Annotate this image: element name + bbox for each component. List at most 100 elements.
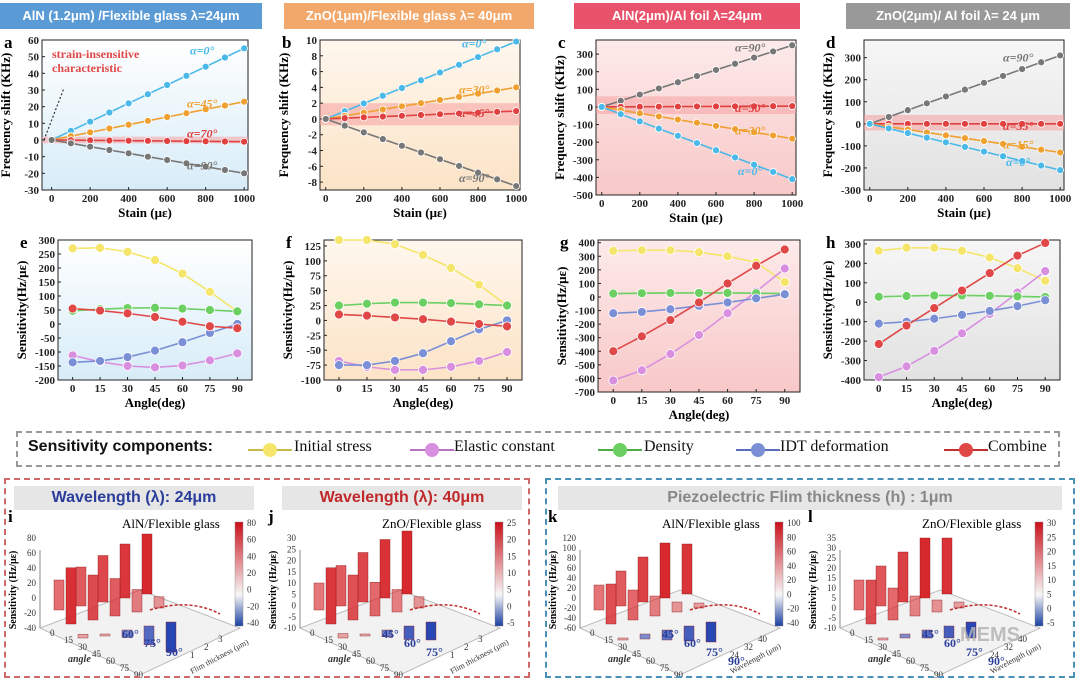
bar3d — [899, 633, 911, 639]
x-tick-label: 45 — [694, 395, 706, 407]
data-point — [232, 323, 243, 334]
z-tick-label: -60 — [564, 623, 576, 633]
panel-title: ZnO/Flexible glass — [922, 516, 1021, 531]
colorbar-tick: -5 — [1047, 618, 1055, 628]
data-point — [398, 84, 406, 92]
bar3d — [347, 574, 359, 621]
colorbar-tick: 20 — [247, 568, 257, 578]
colorbar-tick: 0 — [247, 585, 252, 595]
thickness-tick: 2 — [464, 642, 469, 652]
data-point — [1018, 65, 1026, 74]
y-tick-label: 6 — [312, 67, 318, 79]
panel-a: 0 200 400 600 800 1000 -30 -20 -10 0 10 20 30 40 50 60 S… — [0, 33, 256, 220]
colorbar-tick: 0 — [787, 589, 792, 599]
z-tick-label: 40 — [27, 563, 37, 573]
data-point — [122, 361, 133, 371]
bar3d — [325, 567, 337, 625]
data-point — [750, 160, 758, 169]
thickness-tick: 32 — [744, 642, 753, 652]
x-axis-label: Stain (με) — [393, 205, 447, 220]
data-point — [512, 37, 521, 46]
series-label: α=90° — [1003, 50, 1033, 64]
data-point — [635, 90, 644, 99]
bar3d — [853, 579, 865, 611]
z-axis-label: Sensitivity (Hz/με) — [808, 551, 819, 630]
data-point — [929, 242, 940, 253]
colorbar-tick: 15 — [507, 551, 517, 561]
panel-title: AlN/Flexible glass — [122, 516, 220, 531]
data-point — [788, 134, 797, 143]
y-tick-label: 300 — [845, 239, 862, 251]
x-tick-label: 600 — [159, 193, 176, 205]
y-axis-label: Sensitivity(Hz/με) — [280, 261, 295, 360]
z-tick-label: 30 — [827, 543, 837, 553]
data-point — [418, 297, 428, 308]
data-point — [608, 346, 619, 357]
y-tick-label: -100 — [573, 120, 594, 132]
series-label: α=0° — [462, 37, 486, 51]
data-point — [455, 109, 463, 118]
data-point — [105, 136, 114, 145]
data-point — [922, 133, 931, 142]
z-tick-label: -40 — [564, 613, 576, 623]
x-axis-label: Angle(deg) — [932, 395, 993, 410]
z-tick-label: 60 — [27, 548, 37, 558]
data-point — [665, 288, 676, 298]
data-point — [67, 243, 78, 254]
x-tick-label: 15 — [361, 383, 373, 395]
x-tick-label: 30 — [122, 383, 134, 395]
angle-tick: 45 — [632, 649, 642, 659]
data-point — [901, 291, 912, 301]
data-point — [201, 137, 210, 146]
data-point — [769, 168, 778, 176]
z-tick-label: 5 — [832, 593, 837, 603]
data-point — [240, 137, 249, 146]
data-point — [616, 110, 625, 119]
angle-tick: 45 — [352, 649, 362, 659]
panel-letter: k — [548, 507, 558, 526]
data-point — [922, 119, 931, 128]
colorbar-tick: 30 — [1047, 518, 1057, 528]
data-point — [122, 352, 133, 362]
y-tick-label: 2 — [312, 98, 318, 110]
data-point — [999, 152, 1007, 161]
y-tick-label: -75 — [306, 360, 321, 372]
bar3d — [99, 633, 111, 637]
bar3d — [941, 537, 953, 595]
z-tick-label: 20 — [287, 556, 297, 566]
z-tick-label: 20 — [567, 583, 577, 593]
y-tick-label: -400 — [575, 346, 596, 358]
data-point — [873, 318, 884, 329]
x-tick-label: 600 — [708, 198, 725, 210]
x-tick-label: 60 — [984, 383, 996, 395]
data-point — [105, 124, 114, 133]
data-point — [240, 169, 249, 178]
series-label: α=90° — [459, 171, 489, 185]
data-point — [105, 108, 114, 117]
panel-letter: d — [826, 33, 836, 52]
x-axis-label: Angle(deg) — [125, 395, 186, 410]
x-tick-label: 0 — [599, 198, 605, 210]
angle-label: 60° — [944, 636, 961, 650]
bar3d — [391, 589, 403, 613]
data-point — [163, 113, 172, 121]
thickness-tick: 3 — [478, 634, 483, 644]
trend-arrow — [409, 604, 481, 615]
colorbar — [1034, 521, 1044, 627]
y-tick-label: -500 — [573, 190, 594, 202]
data-point — [674, 115, 682, 124]
panel-d: 0 200 400 600 800 1000 -300 -200 -100 0 100 200 300 S… — [820, 33, 1072, 220]
data-point — [201, 62, 210, 71]
x-tick-label: 0 — [336, 383, 342, 395]
z-tick-label: 15 — [827, 573, 837, 583]
data-point — [597, 103, 606, 111]
y-tick-label: 200 — [39, 263, 56, 275]
data-point — [694, 247, 704, 258]
data-point — [455, 92, 463, 101]
panel-letter: e — [20, 233, 28, 252]
data-point — [636, 307, 647, 317]
data-point — [636, 245, 647, 256]
panel-title: ZnO/Flexible glass — [382, 516, 481, 531]
watermark: MEMS — [960, 624, 1020, 646]
